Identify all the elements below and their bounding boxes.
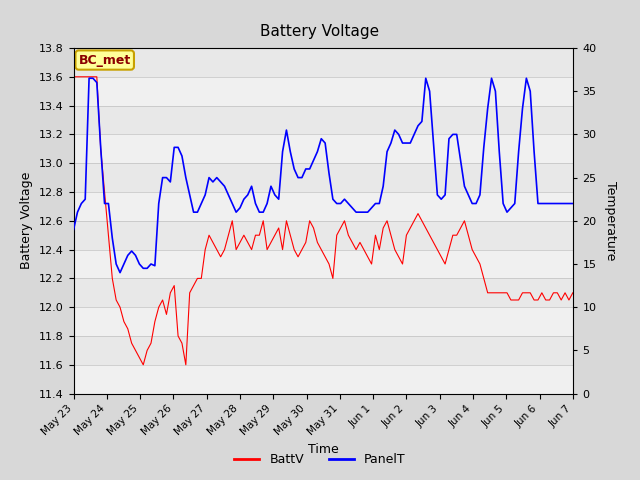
Bar [74,278,573,307]
Bar [74,48,573,77]
Bar [74,134,573,163]
Y-axis label: Battery Voltage: Battery Voltage [20,172,33,269]
Bar [74,365,573,394]
Bar [74,221,573,250]
Bar [74,106,573,134]
Bar [74,192,573,221]
X-axis label: Time: Time [308,443,339,456]
Y-axis label: Temperature: Temperature [605,181,618,261]
Legend: BattV, PanelT: BattV, PanelT [229,448,411,471]
Bar [74,250,573,278]
Bar [74,163,573,192]
Text: Battery Voltage: Battery Voltage [260,24,380,39]
Bar [74,77,573,106]
Bar [74,307,573,336]
Text: BC_met: BC_met [79,54,131,67]
Bar [74,336,573,365]
